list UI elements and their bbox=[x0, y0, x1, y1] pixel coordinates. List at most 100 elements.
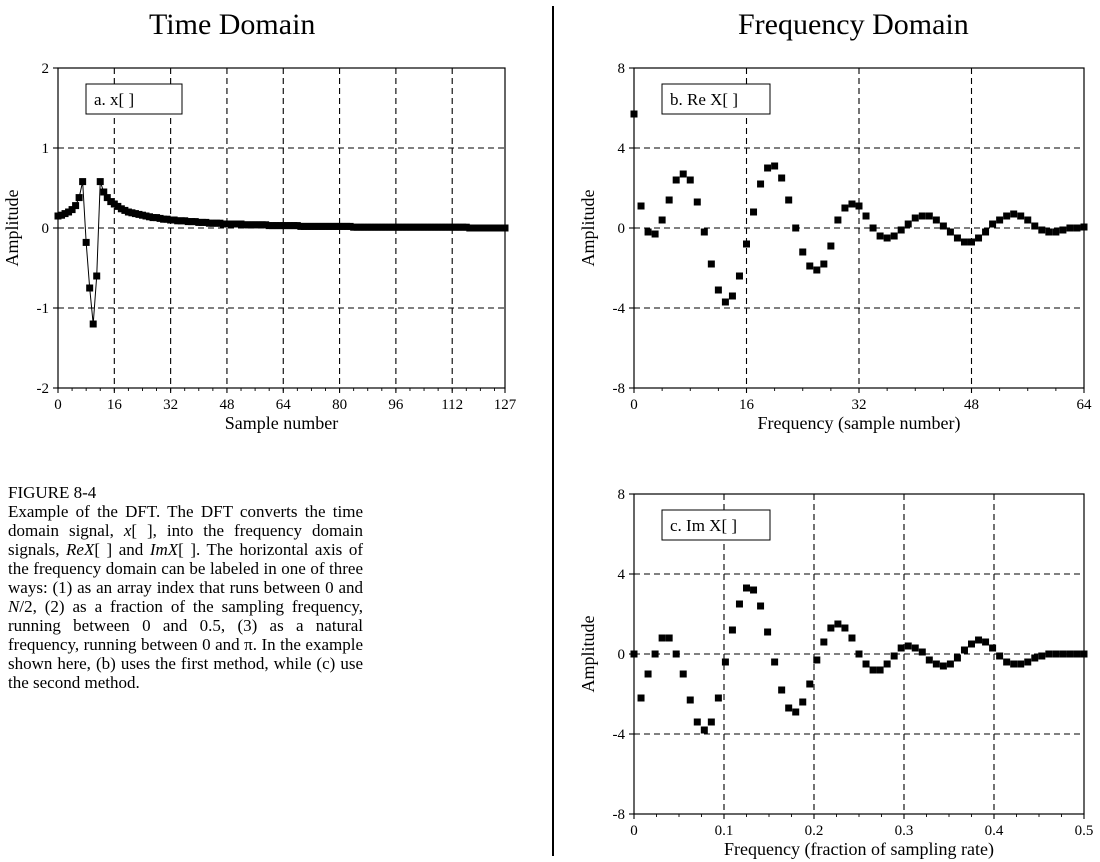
data-point bbox=[658, 216, 666, 224]
data-point bbox=[883, 234, 891, 242]
data-point bbox=[100, 188, 108, 196]
data-point bbox=[876, 666, 884, 674]
y-tick-label: -4 bbox=[613, 727, 626, 743]
data-point bbox=[149, 214, 157, 222]
data-point bbox=[679, 170, 687, 178]
data-point bbox=[932, 216, 940, 224]
data-point bbox=[1052, 650, 1060, 658]
data-point bbox=[244, 221, 252, 229]
data-point bbox=[707, 718, 715, 726]
panel-label: c. Im X[ ] bbox=[670, 516, 737, 535]
data-point bbox=[314, 222, 322, 230]
data-point bbox=[406, 223, 414, 231]
data-point bbox=[939, 662, 947, 670]
data-point bbox=[283, 222, 291, 230]
data-point bbox=[452, 223, 460, 231]
frequency-domain-heading: Frequency Domain bbox=[738, 8, 969, 41]
data-point bbox=[693, 718, 701, 726]
data-point bbox=[707, 260, 715, 268]
data-point bbox=[1024, 658, 1032, 666]
data-point bbox=[946, 660, 954, 668]
x-tick-label: 48 bbox=[219, 397, 234, 413]
data-point bbox=[757, 180, 765, 188]
data-point bbox=[367, 223, 375, 231]
data-point bbox=[290, 222, 298, 230]
data-point bbox=[630, 650, 638, 658]
panel-label: a. x[ ] bbox=[94, 90, 134, 109]
y-tick-label: 0 bbox=[42, 221, 50, 237]
data-point bbox=[989, 220, 997, 228]
data-point bbox=[1010, 210, 1018, 218]
data-point bbox=[160, 215, 168, 223]
data-point bbox=[142, 212, 150, 220]
data-point bbox=[346, 222, 354, 230]
data-point bbox=[473, 224, 481, 232]
data-point bbox=[388, 223, 396, 231]
data-point bbox=[904, 642, 912, 650]
y-tick-label: -2 bbox=[37, 381, 50, 397]
data-point bbox=[841, 624, 849, 632]
data-point bbox=[269, 222, 277, 230]
data-point bbox=[1080, 223, 1088, 231]
data-point bbox=[968, 238, 975, 246]
data-point bbox=[483, 224, 491, 232]
x-tick-label: 127 bbox=[494, 397, 517, 413]
data-point bbox=[982, 228, 990, 236]
data-point bbox=[438, 223, 446, 231]
data-point bbox=[827, 242, 835, 250]
data-point bbox=[128, 209, 136, 217]
data-point bbox=[630, 110, 638, 118]
data-point bbox=[392, 223, 400, 231]
data-point bbox=[672, 176, 680, 184]
data-point bbox=[131, 210, 139, 218]
data-point bbox=[89, 320, 97, 328]
data-point bbox=[665, 634, 673, 642]
data-point bbox=[911, 644, 919, 652]
data-point bbox=[834, 620, 842, 628]
data-point bbox=[184, 218, 192, 226]
data-point bbox=[785, 704, 793, 712]
y-tick-label: 8 bbox=[618, 487, 626, 503]
data-point bbox=[1010, 660, 1018, 668]
x-axis-label: Frequency (fraction of sampling rate) bbox=[724, 839, 994, 860]
data-point bbox=[212, 219, 220, 227]
data-point bbox=[360, 223, 368, 231]
data-point bbox=[230, 220, 238, 228]
data-point bbox=[1045, 228, 1053, 236]
data-point bbox=[65, 208, 73, 216]
data-point bbox=[378, 223, 386, 231]
data-point bbox=[644, 228, 652, 236]
data-point bbox=[153, 214, 161, 222]
panel-label-box bbox=[85, 83, 183, 115]
data-point bbox=[455, 223, 463, 231]
data-point bbox=[1038, 226, 1046, 234]
data-point bbox=[96, 178, 104, 186]
data-point bbox=[686, 696, 694, 704]
data-point bbox=[799, 698, 807, 706]
data-point bbox=[226, 220, 234, 228]
data-point bbox=[841, 204, 849, 212]
data-point bbox=[764, 164, 772, 172]
data-point bbox=[279, 222, 287, 230]
data-point bbox=[960, 646, 968, 654]
data-point bbox=[890, 652, 898, 660]
data-point bbox=[311, 222, 319, 230]
data-point bbox=[869, 666, 877, 674]
y-tick-label: -8 bbox=[613, 807, 626, 823]
data-point bbox=[413, 223, 421, 231]
data-point bbox=[700, 726, 708, 734]
data-point bbox=[714, 694, 722, 702]
x-tick-label: 0.4 bbox=[985, 823, 1004, 839]
data-point bbox=[195, 218, 203, 226]
data-point bbox=[420, 223, 428, 231]
data-point bbox=[110, 200, 118, 208]
data-point bbox=[417, 223, 425, 231]
data-point bbox=[434, 223, 442, 231]
data-point bbox=[332, 222, 340, 230]
data-point bbox=[637, 694, 645, 702]
y-axis-label: Amplitude bbox=[578, 189, 598, 266]
y-tick-label: -4 bbox=[613, 301, 626, 317]
data-point bbox=[353, 223, 361, 231]
